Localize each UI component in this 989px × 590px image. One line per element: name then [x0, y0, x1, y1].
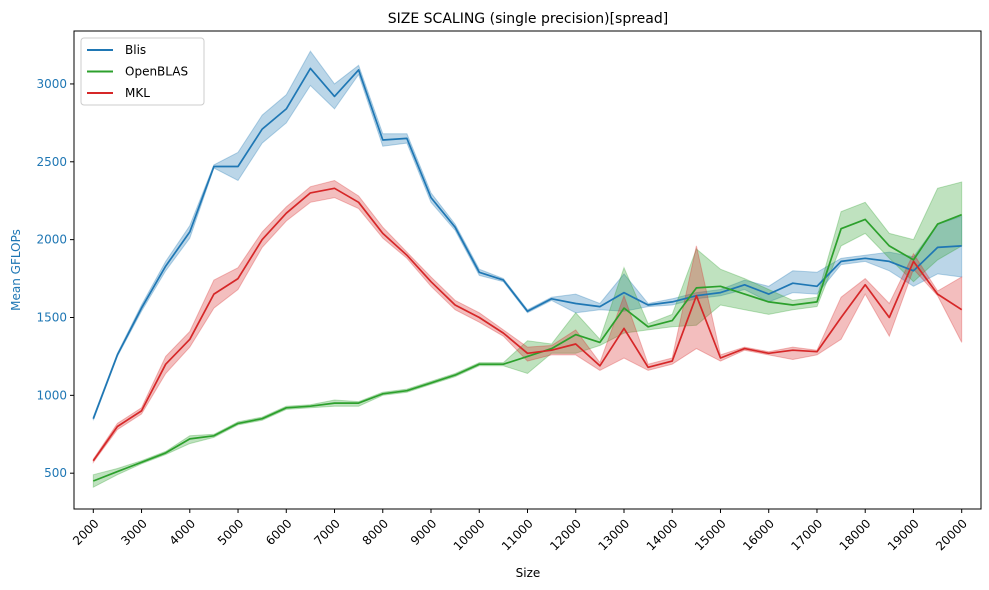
- legend-box: [80, 37, 205, 106]
- plot-frame: [73, 30, 982, 510]
- line-openblas: [92, 213, 963, 482]
- y-axis: 500 1000 1500 2000 2500 3000: [36, 77, 74, 480]
- x-axis-label: Size: [516, 566, 541, 580]
- line-blis: [92, 67, 962, 420]
- series-lines: [92, 67, 963, 482]
- y-tick-label: 500: [44, 466, 67, 480]
- y-tick-label: 1000: [36, 388, 67, 402]
- line-mkl: [92, 187, 963, 462]
- band-blis: [92, 50, 963, 421]
- y-axis-label: Mean GFLOPs: [9, 229, 23, 311]
- y-tick-label: 3000: [36, 77, 67, 91]
- y-tick-label: 1500: [36, 310, 67, 324]
- band-mkl: [92, 179, 963, 464]
- y-tick-label: 2000: [36, 233, 67, 247]
- legend: Blis OpenBLAS MKL: [80, 37, 205, 106]
- legend-label-openblas: OpenBLAS: [125, 65, 188, 79]
- chart-title: SIZE SCALING (single precision)[spread]: [388, 11, 668, 27]
- legend-label-mkl: MKL: [125, 86, 150, 100]
- legend-label-blis: Blis: [125, 43, 146, 57]
- y-tick-label: 2500: [36, 155, 67, 169]
